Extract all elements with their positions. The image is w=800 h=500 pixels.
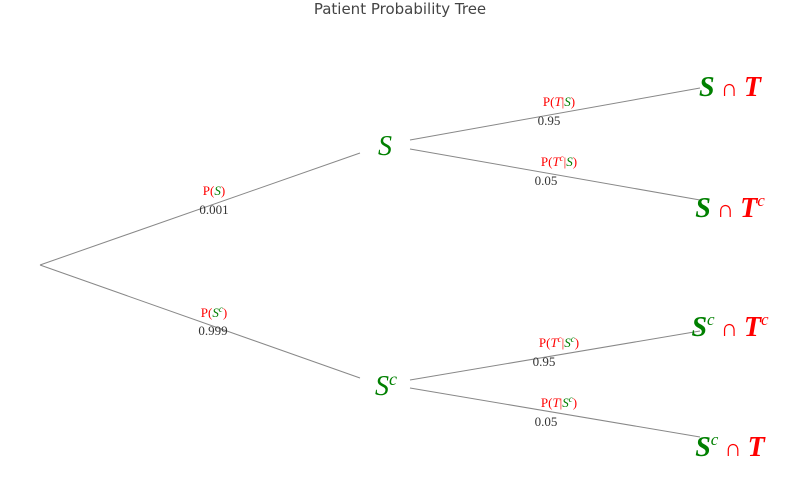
label-part: P( [543,94,555,109]
label-root-sc: P(Sc) [201,304,227,320]
label-part: c [558,334,562,344]
label-part: T [550,335,558,350]
label-part: | [562,94,565,109]
prob-sc-tc: 0.95 [533,354,556,369]
label-part: T [744,312,763,343]
label-part: ∩ [715,76,744,102]
branch-sc-tc [409,330,701,381]
label-part: T [744,72,763,103]
prob-sc-t: 0.05 [535,414,558,429]
label-part: | [560,395,563,410]
label-part: ) [223,305,227,320]
label-part: P( [539,335,551,350]
label-part: c [571,334,575,344]
page-title: Patient Probability Tree [313,0,487,18]
label-part: S [212,305,219,320]
prob-root-sc: 0.999 [198,323,227,338]
outcome-sc-and-tc: Sc ∩ Tc [691,310,769,343]
label-s-tc: P(Tc|S) [541,153,577,169]
prob-s-t: 0.95 [538,113,561,128]
label-part: ∩ [718,436,747,462]
label-part: ) [571,94,575,109]
label-part: c [757,191,765,210]
outcome-s-and-t: S ∩ T [699,72,763,103]
label-part: T [740,193,759,224]
label-part: ) [575,335,579,350]
label-part: T [554,94,562,109]
label-part: ) [221,183,225,198]
label-s-t: P(T|S) [543,94,575,109]
branch-s-tc [409,148,701,201]
label-part: c [219,304,223,314]
outcome-s-and-tc: S ∩ Tc [695,191,765,224]
label-part: S [564,94,571,109]
label-part: c [711,430,719,449]
label-part: S [566,154,573,169]
label-part: | [564,154,567,169]
node-s: S [378,131,392,162]
label-part: S [695,432,711,463]
label-part: S [699,72,715,103]
node-s-base: S [378,131,392,162]
label-part: T [552,154,560,169]
branch-sc-t [409,387,701,438]
label-part: ) [573,395,577,410]
label-part: P( [201,305,213,320]
label-part: P( [541,395,553,410]
label-sc-t: P(T|Sc) [541,394,577,410]
branch-root-s [39,152,361,266]
node-sc: Sc [375,369,397,402]
label-part: S [214,183,221,198]
label-part: ∩ [711,197,740,223]
label-part: S [695,193,711,224]
label-part: S [564,335,571,350]
label-part: S [562,395,569,410]
label-sc-tc: P(Tc|Sc) [539,334,579,350]
prob-root-s: 0.001 [199,202,228,217]
prob-s-tc: 0.05 [535,173,558,188]
label-root-s: P(S) [203,183,225,198]
label-part: | [562,335,565,350]
label-part: ∩ [715,316,744,342]
label-part: ) [573,154,577,169]
branch-s-t [409,87,701,141]
label-part: c [560,153,564,163]
outcome-sc-and-t: Sc ∩ T [695,430,766,463]
label-part: S [691,312,707,343]
label-part: P( [203,183,215,198]
node-sc-sup: c [389,369,397,389]
label-part: T [552,395,560,410]
label-part: c [569,394,573,404]
label-part: c [707,310,715,329]
label-part: c [761,310,769,329]
node-sc-base: S [375,371,389,402]
label-part: P( [541,154,553,169]
label-part: T [748,432,767,463]
branch-root-sc [39,264,361,379]
